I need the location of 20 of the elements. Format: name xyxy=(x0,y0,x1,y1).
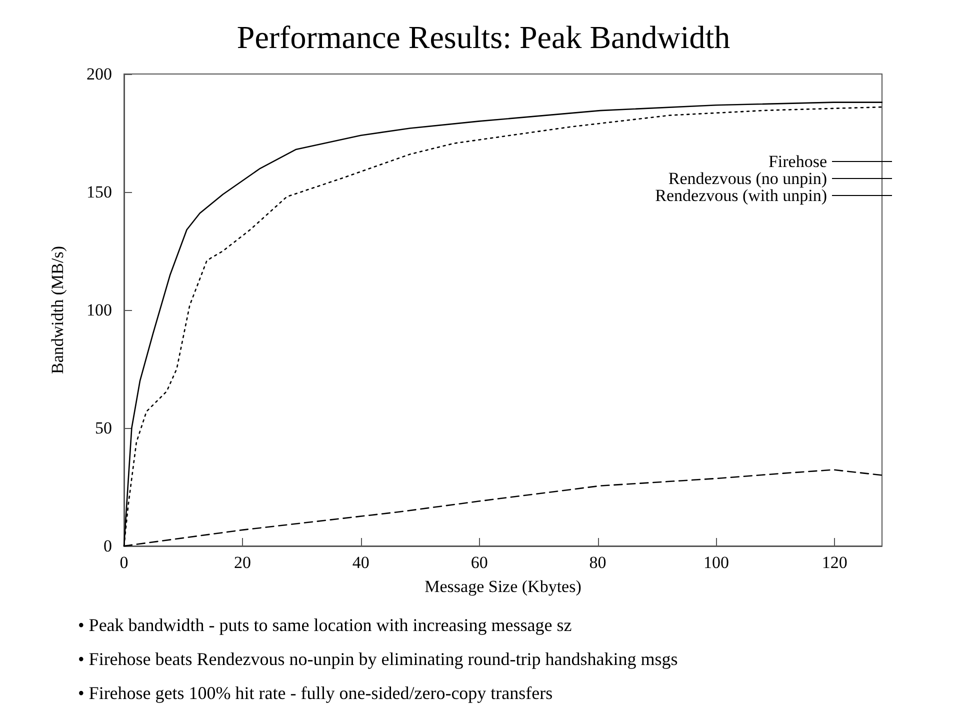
x-tick-label: 40 xyxy=(352,553,370,572)
legend-label: Firehose xyxy=(768,152,827,171)
x-tick-label: 0 xyxy=(120,553,128,572)
x-tick-label: 20 xyxy=(234,553,251,572)
y-tick-label: 200 xyxy=(86,64,112,84)
y-tick-label: 50 xyxy=(95,418,112,438)
y-tick-label: 100 xyxy=(86,300,112,320)
text: • Firehose beats Rendezvous no-unpin by eliminating round-trip handshaking msgs xyxy=(78,649,678,669)
x-tick-label: 60 xyxy=(470,553,488,572)
x-axis-title: Message Size (Kbytes) xyxy=(424,577,582,596)
y-tick-label: 0 xyxy=(104,536,112,556)
x-tick-label: 80 xyxy=(589,553,606,572)
chart-title: Performance Results: Peak Bandwidth xyxy=(236,19,730,55)
text: • Firehose gets 100% hit rate - fully one-sided/zero-copy transfers xyxy=(78,683,553,703)
y-tick-label: 150 xyxy=(86,182,112,202)
x-tick-label: 120 xyxy=(822,553,848,572)
y-axis-title: Bandwidth (MB/s) xyxy=(48,246,67,374)
text: • Peak bandwidth - puts to same location with increasing message sz xyxy=(78,615,572,635)
legend-label: Rendezvous (no unpin) xyxy=(668,169,827,188)
x-tick-label: 100 xyxy=(703,553,729,572)
